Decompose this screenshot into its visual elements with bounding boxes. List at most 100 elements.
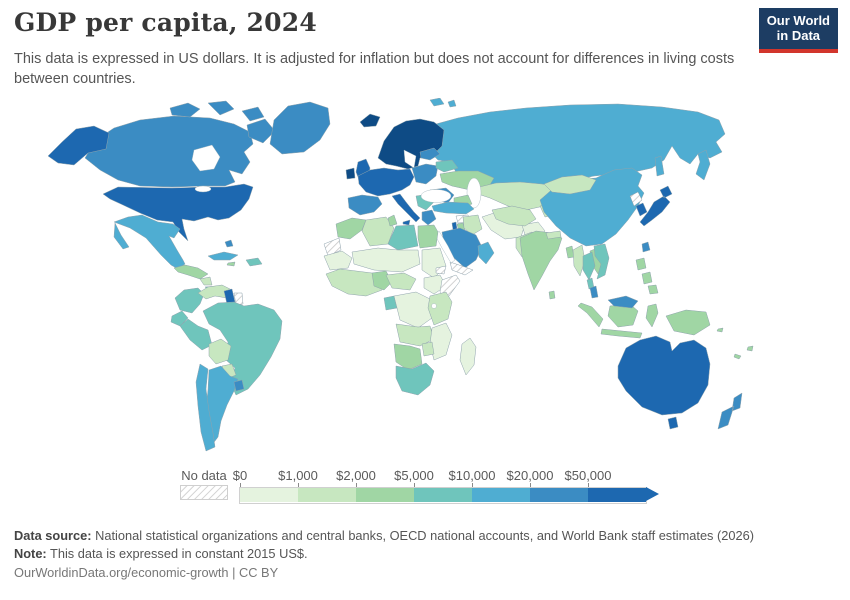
country-suriname[interactable] [233,292,244,306]
legend-band-b5[interactable] [472,487,530,502]
country-myanmar[interactable] [572,244,586,277]
country-ireland[interactable] [345,167,356,180]
country-indonesia-java[interactable] [600,328,643,339]
country-italy[interactable] [391,193,421,226]
country-baltics[interactable] [419,147,441,161]
country-canada[interactable] [84,115,254,188]
country-indonesia-borneo[interactable] [607,303,639,328]
country-baffin[interactable] [246,118,276,144]
country-new-guinea[interactable] [665,309,711,336]
country-east-africa[interactable] [427,291,453,326]
country-hispaniola[interactable] [245,257,263,267]
country-eritrea[interactable] [435,265,447,275]
country-belarus[interactable] [435,159,459,173]
country-solomon-islands[interactable] [716,327,724,333]
country-uruguay[interactable] [233,379,245,392]
country-malaysia-peninsula[interactable] [589,285,599,299]
country-united-states[interactable] [102,183,254,242]
country-iberia[interactable] [347,194,383,216]
country-western-sahara[interactable] [323,237,342,257]
map-legend: No data $0 $1,000 $2,000 $5,000 $10,000 $20,0… [180,468,820,508]
country-chile[interactable] [195,363,216,452]
country-libya[interactable] [387,224,419,251]
legend-tick-mark [298,483,299,487]
legend-band-b3[interactable] [356,487,414,502]
country-ecuador[interactable] [170,310,189,327]
country-mauritania[interactable] [323,250,353,271]
no-data-swatch[interactable] [180,485,228,500]
choropleth-svg [47,98,754,452]
country-zimbabwe[interactable] [421,341,435,357]
country-south-africa[interactable] [395,362,435,396]
country-iceland[interactable] [359,113,381,128]
country-guatemala-honduras[interactable] [173,264,209,280]
country-vietnam[interactable] [593,243,610,280]
country-australia[interactable] [617,335,711,416]
license-link[interactable]: CC BY [239,565,279,581]
country-colombia[interactable] [174,287,205,314]
country-yemen[interactable] [449,261,474,276]
country-svalbard[interactable] [429,98,457,108]
country-japan[interactable] [639,185,673,227]
legend-tick-mark [240,483,241,487]
country-bolivia[interactable] [208,338,232,365]
country-bangladesh[interactable] [565,245,575,259]
country-kamchatka-sakhalin[interactable] [654,149,711,181]
country-bahamas[interactable] [224,239,234,248]
country-western-europe[interactable] [357,167,415,197]
legend-band-b7[interactable] [588,487,646,502]
country-new-caledonia[interactable] [733,353,742,360]
country-egypt[interactable] [417,224,439,249]
country-thailand[interactable] [582,251,596,290]
legend-band-b1[interactable] [240,487,298,502]
country-south-korea[interactable] [635,202,648,217]
owid-logo[interactable]: Our World in Data [758,8,838,53]
country-mongolia[interactable] [543,174,597,195]
world-map [22,98,812,458]
country-philippines[interactable] [635,257,659,295]
country-oman-uae[interactable] [477,241,495,265]
country-fiji[interactable] [746,345,754,352]
data-source-text: National statistical organizations and c… [91,528,755,543]
country-new-zealand[interactable] [717,392,743,430]
country-tasmania[interactable] [667,416,679,430]
owid-logo-line1: Our World [766,13,830,28]
country-jamaica[interactable] [226,261,236,267]
country-arctic-islands[interactable] [169,100,265,122]
legend-band-b6[interactable] [530,487,588,502]
country-north-korea[interactable] [629,191,643,207]
legend-band-b4[interactable] [414,487,472,502]
country-india[interactable] [519,230,563,291]
country-alaska[interactable] [47,125,110,166]
country-madagascar[interactable] [459,337,477,376]
country-brazil[interactable] [202,301,283,396]
country-namibia-botswana[interactable] [393,343,423,371]
country-mozambique[interactable] [429,322,453,361]
country-sri-lanka[interactable] [548,290,556,300]
country-greenland[interactable] [269,101,331,155]
country-morocco[interactable] [335,217,367,240]
country-taiwan[interactable] [641,241,651,253]
country-cuba[interactable] [207,251,239,261]
citation-link[interactable]: OurWorldinData.org/economic-growth [14,565,229,581]
country-peru[interactable] [179,318,213,351]
country-guyana[interactable] [223,288,236,305]
country-central-europe[interactable] [411,163,439,185]
country-drc[interactable] [393,291,433,329]
country-indonesia-sumatra[interactable] [577,302,604,328]
country-tunisia[interactable] [387,214,398,227]
country-cameroon-car[interactable] [385,272,417,291]
country-malaysia-borneo[interactable] [607,295,639,309]
country-nepal[interactable] [545,230,562,240]
country-iraq[interactable] [462,214,483,236]
legend-no-data[interactable]: No data [180,468,228,500]
country-mexico[interactable] [113,214,186,270]
country-turkey[interactable] [431,201,475,215]
legend-band-b2[interactable] [298,487,356,502]
country-sahel[interactable] [351,247,421,273]
country-uzbekistan-turkmenistan[interactable] [491,205,537,227]
note-label: Note: [14,546,47,562]
country-sulawesi[interactable] [645,303,659,328]
country-greece[interactable] [421,209,437,226]
country-nicaragua[interactable] [199,276,213,286]
